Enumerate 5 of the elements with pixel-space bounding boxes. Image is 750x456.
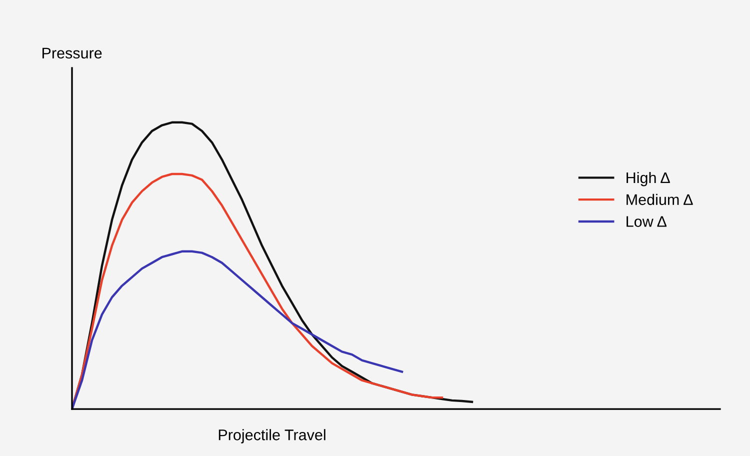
y-axis-title: Pressure — [42, 48, 102, 59]
legend-label: Low Δ — [626, 216, 667, 227]
legend-label: High Δ — [626, 172, 670, 186]
x-axis-title: Projectile Travel — [218, 429, 326, 444]
legend-label: Medium Δ — [626, 194, 693, 206]
